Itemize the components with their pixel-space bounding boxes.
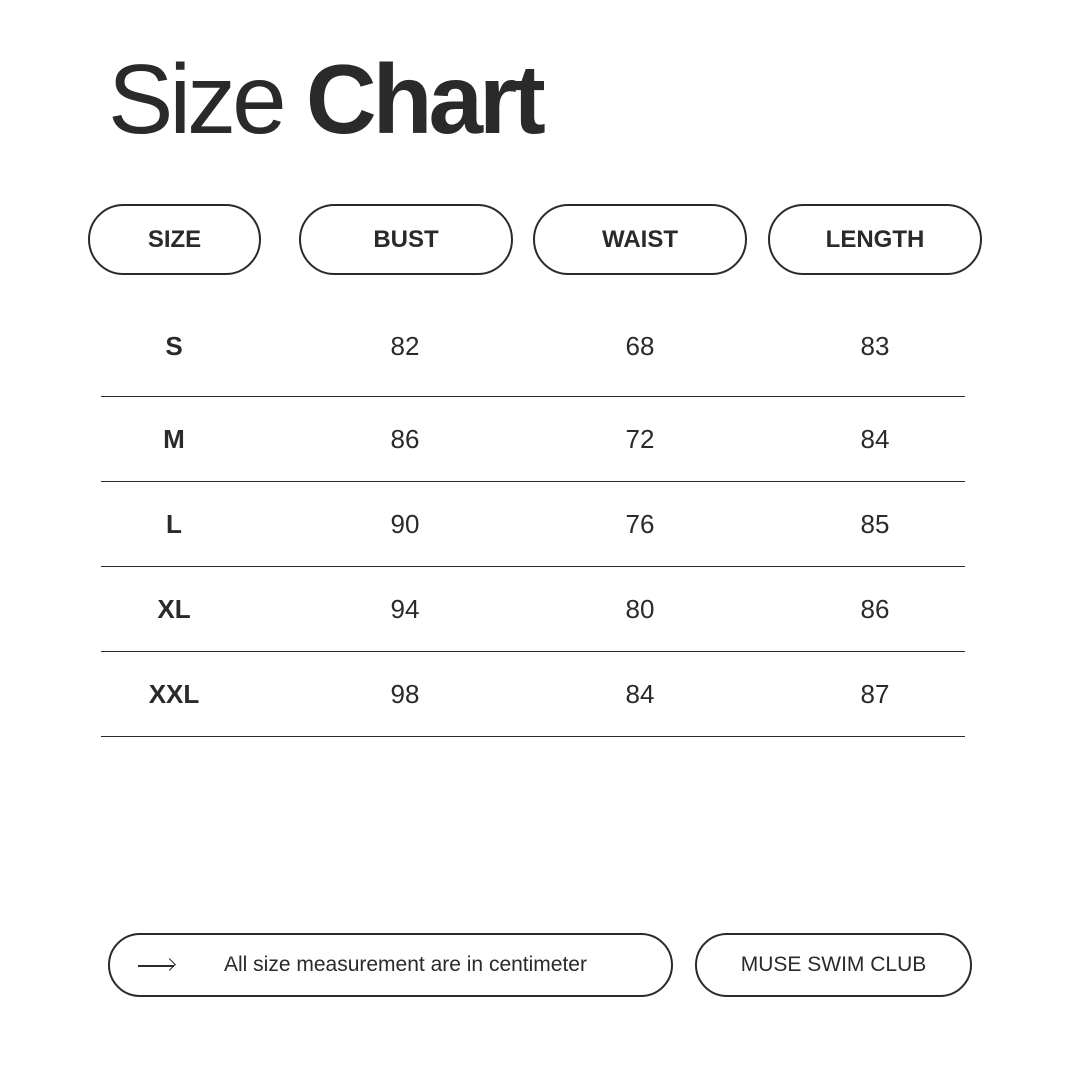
brand-text: MUSE SWIM CLUB [740,953,927,976]
cell-bust: 98 [390,679,420,709]
row-divider [101,396,965,397]
cell-size: S [165,331,183,361]
note-text: All size measurement are in centimeter [224,953,587,976]
row-divider [101,736,965,737]
header-size: SIZE [88,204,261,275]
cell-bust: 86 [390,424,420,454]
row-divider [101,566,965,567]
header-bust: BUST [299,204,513,275]
cell-size: XXL [148,679,200,709]
cell-size: M [163,424,185,454]
header-waist: WAIST [533,204,747,275]
cell-size: L [166,509,182,539]
title-light: Size [108,44,287,154]
page-title: Size Chart [108,50,546,148]
cell-waist: 80 [625,594,655,624]
cell-waist: 76 [625,509,655,539]
cell-length: 84 [860,424,890,454]
cell-length: 85 [860,509,890,539]
cell-size: XL [157,594,191,624]
measurement-note: All size measurement are in centimeter [108,933,673,997]
title-bold: Chart [305,44,546,154]
cell-waist: 68 [625,331,655,361]
brand-badge: MUSE SWIM CLUB [695,933,972,997]
row-divider [101,481,965,482]
cell-waist: 72 [625,424,655,454]
cell-bust: 82 [390,331,420,361]
cell-bust: 94 [390,594,420,624]
cell-bust: 90 [390,509,420,539]
cell-length: 83 [860,331,890,361]
cell-waist: 84 [625,679,655,709]
cell-length: 87 [860,679,890,709]
header-length: LENGTH [768,204,982,275]
arrow-right-icon [138,965,174,967]
cell-length: 86 [860,594,890,624]
row-divider [101,651,965,652]
